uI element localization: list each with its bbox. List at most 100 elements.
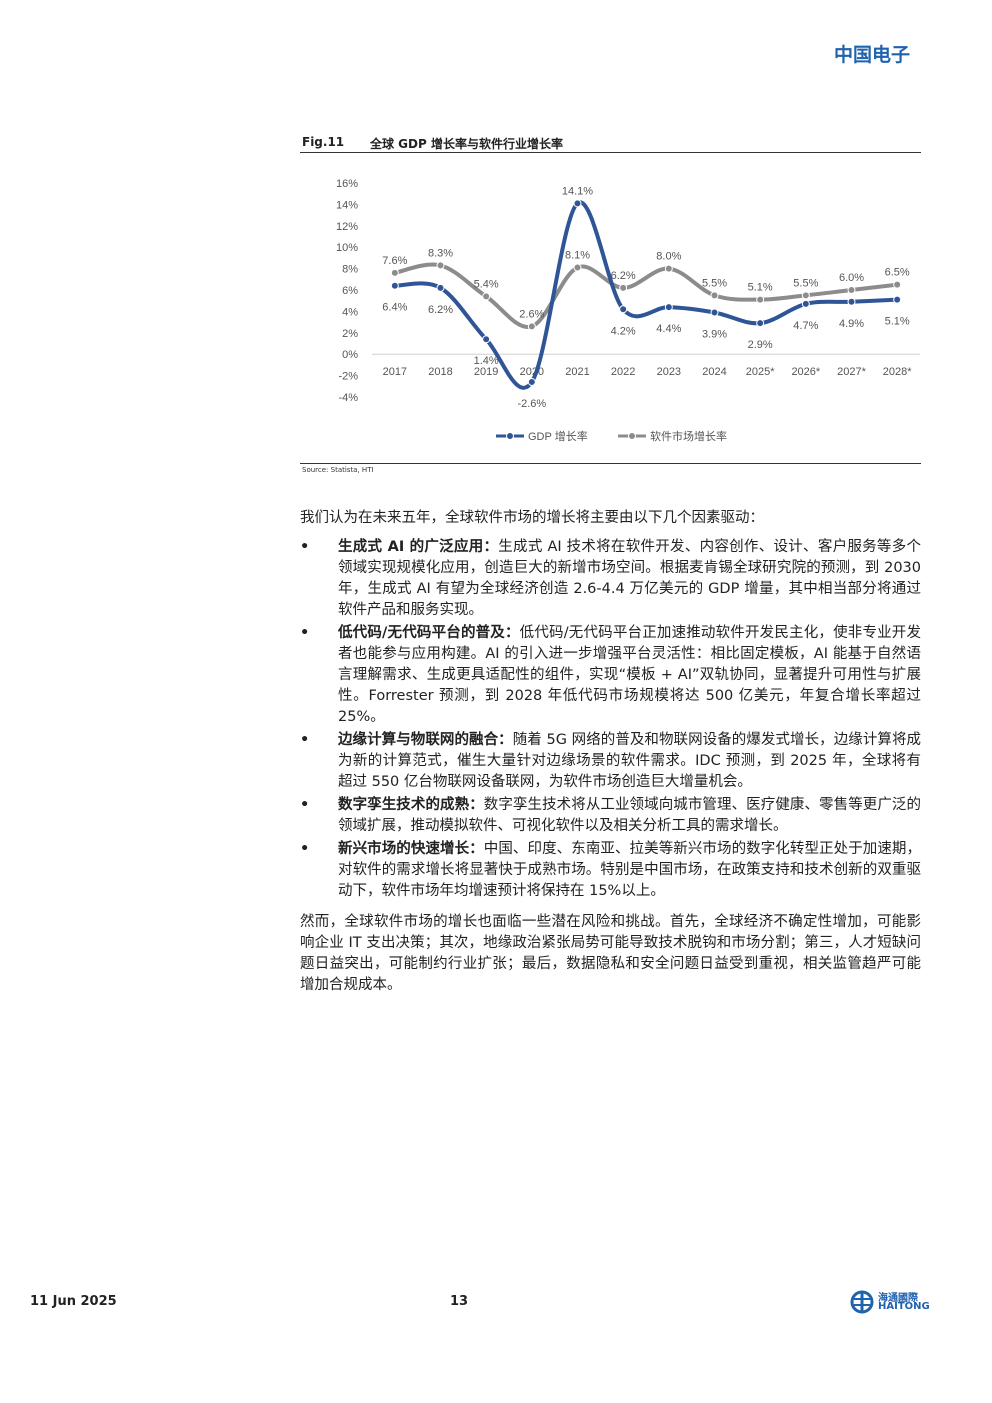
bullet-dot: • [300, 625, 310, 641]
y-tick-label: -4% [338, 392, 358, 404]
bullet-item: • 边缘计算与物联网的融合：随着 5G 网络的普及和物联网设备的爆发式增长，边缘计… [300, 730, 921, 793]
data-label: 6.4% [382, 302, 407, 314]
point [801, 291, 810, 300]
point [482, 335, 491, 344]
y-tick-label: 8% [342, 264, 358, 276]
bullet-text: 随着 5G 网络的普及和物联网设备的爆发式增长，边缘计算将成为新的计算范式，催生… [338, 732, 921, 790]
data-label: 7.6% [382, 255, 407, 267]
data-label: 8.1% [565, 250, 590, 262]
bullet-heading: 生成式 AI 的广泛应用： [338, 539, 499, 555]
data-label: 1.4% [474, 355, 499, 367]
y-tick-label: 0% [342, 349, 358, 361]
point [573, 263, 582, 272]
bullet-text: 中国、印度、东南亚、拉美等新兴市场的数字化转型正处于加速期，对软件的需求增长将显… [338, 841, 922, 899]
logo-icon [850, 1290, 874, 1314]
point [527, 378, 536, 387]
y-tick-label: 12% [336, 221, 358, 233]
x-tick-label: 2027* [837, 366, 866, 378]
data-label: 6.2% [611, 270, 636, 282]
data-label: 2.9% [748, 339, 773, 351]
bullet-dot: • [300, 841, 310, 857]
body-text: 我们认为在未来五年，全球软件市场的增长将主要由以下几个因素驱动： • 生成式 AI … [300, 508, 921, 1004]
footer-date: 11 Jun 2025 [30, 1294, 117, 1309]
x-tick-label: 2017 [383, 366, 407, 378]
point [664, 264, 673, 273]
data-label: 5.1% [748, 282, 773, 294]
data-label: 5.5% [702, 277, 727, 289]
point [482, 292, 491, 301]
bullet-item: • 数字孪生技术的成熟：数字孪生技术将从工业领域向城市管理、医疗健康、零售等更广泛… [300, 795, 921, 837]
point [893, 280, 902, 289]
data-label: 5.4% [474, 278, 499, 290]
bullet-dot: • [300, 539, 310, 555]
bullet-item: • 低代码/无代码平台的普及：低代码/无代码平台正加速推动软件开发民主化，使非专业… [300, 623, 921, 728]
figure-title: 全球 GDP 增长率与软件行业增长率 [370, 137, 563, 151]
legend-marker [506, 432, 514, 440]
y-tick-label: 16% [336, 178, 358, 190]
x-tick-label: 2018 [428, 366, 452, 378]
x-tick-label: 2022 [611, 366, 635, 378]
bullet-text: 生成式 AI 技术将在软件开发、内容创作、设计、客户服务等多个领域实现规模化应用… [338, 539, 921, 618]
x-tick-label: 2028* [883, 366, 912, 378]
point [893, 295, 902, 304]
bullet-item: • 生成式 AI 的广泛应用：生成式 AI 技术将在软件开发、内容创作、设计、客户… [300, 537, 921, 621]
x-tick-label: 2026* [791, 366, 820, 378]
point [847, 297, 856, 306]
page-number: 13 [450, 1294, 469, 1309]
point [527, 322, 536, 331]
paragraph: 我们认为在未来五年，全球软件市场的增长将主要由以下几个因素驱动： [300, 510, 764, 526]
data-label: 4.2% [611, 325, 636, 337]
point [619, 305, 628, 314]
chart: -4% -2% 0% 2% 4% 6% 8% 10% 12% 14% 16% 2017 2018 2019… [336, 178, 920, 443]
data-label: 5.5% [793, 277, 818, 289]
logo-text: HAITONG [878, 1301, 930, 1312]
y-tick-label: 14% [336, 199, 358, 211]
data-label: 4.7% [793, 320, 818, 332]
bullet-heading: 低代码/无代码平台的普及： [338, 625, 520, 641]
rule [300, 463, 921, 464]
logo-text: 海通國際 [878, 1293, 918, 1304]
data-label: -2.6% [517, 398, 546, 410]
x-tick-label: 2021 [565, 366, 589, 378]
data-label: 2.6% [519, 308, 544, 320]
legend-marker [628, 432, 636, 440]
data-label: 6.0% [839, 272, 864, 284]
figure-label: Fig.11 [302, 135, 345, 149]
point [756, 319, 765, 328]
paragraph: 然而，全球软件市场的增长也面临一些潜在风险和挑战。首先，全球经济不确定性增加，可… [300, 914, 921, 993]
y-tick-label: 10% [336, 242, 358, 254]
data-label: 14.1% [562, 185, 593, 197]
bullet-text: 数字孪生技术将从工业领域向城市管理、医疗健康、零售等更广泛的领域扩展，推动模拟软… [338, 797, 922, 834]
bullet-heading: 新兴市场的快速增长： [338, 841, 484, 857]
data-label: 8.0% [656, 251, 681, 263]
data-label: 6.5% [885, 267, 910, 279]
brand: 中国电子 [833, 44, 910, 66]
x-tick-label: 2023 [657, 366, 681, 378]
point [710, 291, 719, 300]
point [390, 281, 399, 290]
point [801, 299, 810, 308]
data-label: 3.9% [702, 328, 727, 340]
bullet-dot: • [300, 732, 310, 748]
point [847, 286, 856, 294]
bullet-heading: 边缘计算与物联网的融合： [338, 732, 513, 748]
legend-label: GDP 增长率 [528, 429, 588, 443]
source: Source: Statista, HTI [302, 466, 374, 474]
legend-label: 软件市场增长率 [650, 429, 727, 443]
point [756, 295, 765, 304]
x-tick-label: 2024 [702, 366, 726, 378]
x-tick-label: 2025* [746, 366, 775, 378]
point [390, 268, 399, 277]
bullet-heading: 数字孪生技术的成熟： [338, 797, 484, 813]
data-label: 8.3% [428, 247, 453, 259]
point [573, 199, 582, 208]
point [436, 283, 445, 292]
rule [300, 152, 921, 153]
x-tick-label: 2019 [474, 366, 498, 378]
bullet-dot: • [300, 797, 310, 813]
x-tick-label: 2020 [520, 366, 544, 378]
y-tick-label: 2% [342, 328, 358, 340]
bullet-item: • 新兴市场的快速增长：中国、印度、东南亚、拉美等新兴市场的数字化转型正处于加速期… [300, 839, 921, 902]
y-tick-label: -2% [338, 371, 358, 383]
